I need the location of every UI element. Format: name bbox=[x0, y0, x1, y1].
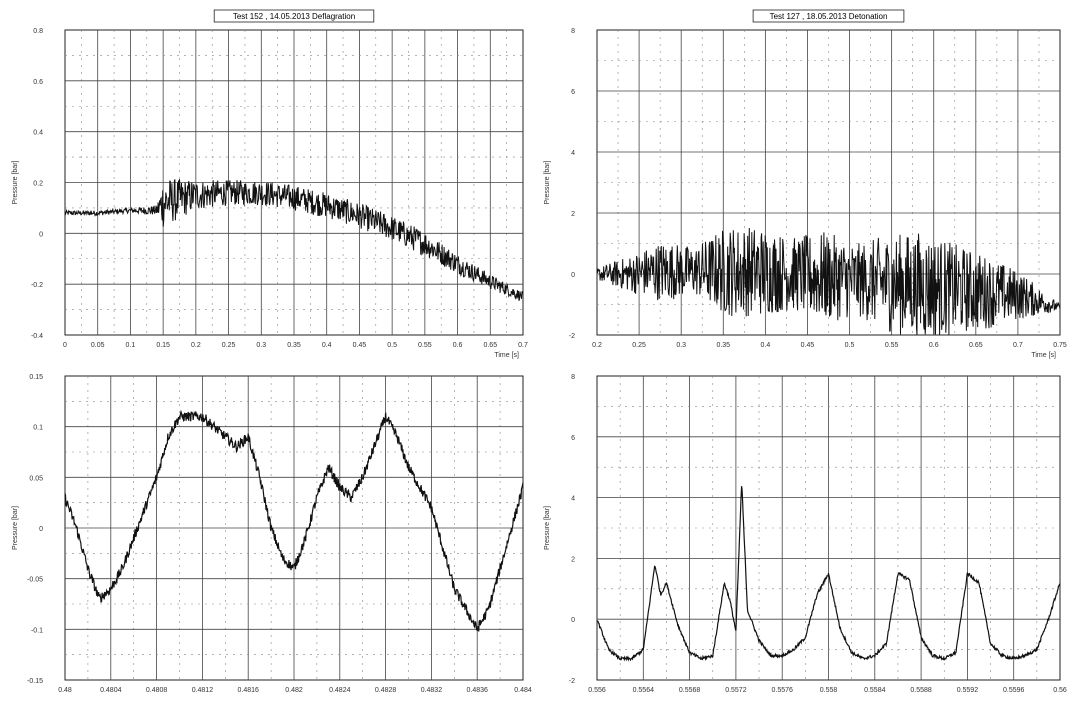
x-tick-label: 0.4812 bbox=[192, 687, 214, 694]
x-tick-label: 0.5564 bbox=[633, 687, 655, 694]
y-tick-label: -0.15 bbox=[27, 678, 43, 685]
x-tick-label: 0.55 bbox=[885, 342, 899, 349]
x-tick-label: 0.5596 bbox=[1003, 687, 1025, 694]
x-tick-label: 0.2 bbox=[592, 342, 602, 349]
y-tick-label: 0.1 bbox=[33, 425, 43, 432]
x-tick-label: 0.4808 bbox=[146, 687, 168, 694]
chart-title-frame bbox=[213, 9, 375, 23]
x-tick-label: 0.5572 bbox=[725, 687, 747, 694]
x-tick-label: 0.5 bbox=[845, 342, 855, 349]
chart-title-frame bbox=[752, 9, 905, 23]
x-tick-label: 0.55 bbox=[418, 342, 432, 349]
series-line bbox=[596, 227, 1061, 336]
y-axis-label: Pressure [bar] bbox=[544, 160, 551, 204]
y-tick-label: -0.4 bbox=[31, 333, 43, 340]
chart-4: 0.556 0.5564 0.5568 0.5572 0.5576 0.558 0.5584… bbox=[544, 374, 1067, 694]
x-tick-label: 0.25 bbox=[222, 342, 236, 349]
y-tick-label: -2 bbox=[569, 678, 575, 685]
y-tick-label: -2 bbox=[569, 333, 575, 340]
series-line bbox=[64, 409, 524, 632]
x-tick-label: 0.4 bbox=[322, 342, 332, 349]
x-tick-label: 0.7 bbox=[1013, 342, 1023, 349]
y-tick-label: 6 bbox=[571, 435, 575, 442]
y-tick-label: 0.6 bbox=[33, 79, 43, 86]
y-tick-label: 0.2 bbox=[33, 181, 43, 188]
x-tick-label: 0.4824 bbox=[329, 687, 351, 694]
x-axis-label: Time [s] bbox=[494, 352, 519, 359]
x-tick-label: 0.5576 bbox=[771, 687, 793, 694]
x-tick-label: 0.5592 bbox=[957, 687, 979, 694]
chart-title: Test 127 , 18.05.2013 Detonation bbox=[752, 9, 905, 23]
x-tick-label: 0.2 bbox=[191, 342, 201, 349]
y-axis-label: Pressure [bar] bbox=[12, 506, 19, 550]
x-tick-label: 0.5584 bbox=[864, 687, 886, 694]
x-tick-label: 0.4 bbox=[760, 342, 770, 349]
y-tick-label: -0.1 bbox=[31, 627, 43, 634]
chart-title: Test 152 , 14.05.2013 Deflagration bbox=[213, 9, 375, 23]
y-tick-label: 0.8 bbox=[33, 28, 43, 35]
x-tick-label: 0.25 bbox=[632, 342, 646, 349]
x-tick-label: 0.75 bbox=[1053, 342, 1067, 349]
x-tick-label: 0.556 bbox=[588, 687, 606, 694]
y-tick-label: -0.05 bbox=[27, 577, 43, 584]
y-tick-label: 8 bbox=[571, 374, 575, 381]
chart-title-text: Test 152 , 14.05.2013 Deflagration bbox=[233, 12, 355, 21]
chart-2: 0.2 0.25 0.3 0.35 0.4 0.45 0.5 0.55 0.6 0.65 0.7 0.… bbox=[544, 9, 1067, 359]
x-tick-label: 0.45 bbox=[801, 342, 815, 349]
y-tick-label: 0.4 bbox=[33, 130, 43, 137]
x-tick-label: 0.15 bbox=[156, 342, 170, 349]
x-tick-label: 0.35 bbox=[716, 342, 730, 349]
y-tick-label: 0 bbox=[571, 272, 575, 279]
y-tick-label: 8 bbox=[571, 28, 575, 35]
chart-title-text: Test 127 , 18.05.2013 Detonation bbox=[770, 12, 888, 21]
y-axis-label: Pressure [bar] bbox=[544, 506, 551, 550]
x-tick-label: 0.4828 bbox=[375, 687, 397, 694]
x-tick-label: 0.7 bbox=[518, 342, 528, 349]
x-tick-label: 0.05 bbox=[91, 342, 105, 349]
x-tick-label: 0.48 bbox=[58, 687, 72, 694]
y-tick-label: 0 bbox=[571, 617, 575, 624]
x-tick-label: 0.484 bbox=[514, 687, 532, 694]
x-tick-label: 0.35 bbox=[287, 342, 301, 349]
x-tick-label: 0.482 bbox=[285, 687, 303, 694]
y-tick-label: 0 bbox=[39, 526, 43, 533]
x-tick-label: 0.4804 bbox=[100, 687, 122, 694]
series-line bbox=[64, 179, 524, 301]
y-tick-label: 0 bbox=[39, 231, 43, 238]
x-tick-label: 0.45 bbox=[353, 342, 367, 349]
x-tick-label: 0.65 bbox=[969, 342, 983, 349]
chart-3: 0.48 0.4804 0.4808 0.4812 0.4816 0.482 0.4824 0… bbox=[12, 374, 532, 694]
y-tick-label: 2 bbox=[571, 211, 575, 218]
y-tick-label: 4 bbox=[571, 496, 575, 503]
x-tick-label: 0.4832 bbox=[421, 687, 443, 694]
series-line bbox=[596, 486, 1061, 662]
y-tick-label: 0.05 bbox=[29, 475, 43, 482]
x-tick-label: 0.5568 bbox=[679, 687, 701, 694]
y-tick-label: 2 bbox=[571, 556, 575, 563]
y-tick-label: 6 bbox=[571, 89, 575, 96]
x-tick-label: 0.3 bbox=[676, 342, 686, 349]
y-tick-label: 0.15 bbox=[29, 374, 43, 381]
y-tick-label: -0.2 bbox=[31, 282, 43, 289]
x-tick-label: 0.65 bbox=[483, 342, 497, 349]
x-axis-label: Time [s] bbox=[1031, 352, 1056, 359]
x-tick-label: 0.4836 bbox=[466, 687, 488, 694]
y-tick-label: 4 bbox=[571, 150, 575, 157]
x-tick-label: 0.5 bbox=[387, 342, 397, 349]
x-tick-label: 0.4816 bbox=[237, 687, 259, 694]
x-tick-label: 0.6 bbox=[453, 342, 463, 349]
x-tick-label: 0.6 bbox=[929, 342, 939, 349]
x-tick-label: 0.1 bbox=[126, 342, 136, 349]
x-tick-label: 0.5588 bbox=[910, 687, 932, 694]
x-tick-label: 0.56 bbox=[1053, 687, 1067, 694]
x-tick-label: 0.558 bbox=[820, 687, 838, 694]
chart-1: 0 0.05 0.1 0.15 0.2 0.25 0.3 0.35 0.4 0.45 0.5 0.55… bbox=[12, 9, 528, 359]
y-axis-label: Pressure [bar] bbox=[12, 160, 19, 204]
x-tick-label: 0 bbox=[63, 342, 67, 349]
x-tick-label: 0.3 bbox=[256, 342, 266, 349]
